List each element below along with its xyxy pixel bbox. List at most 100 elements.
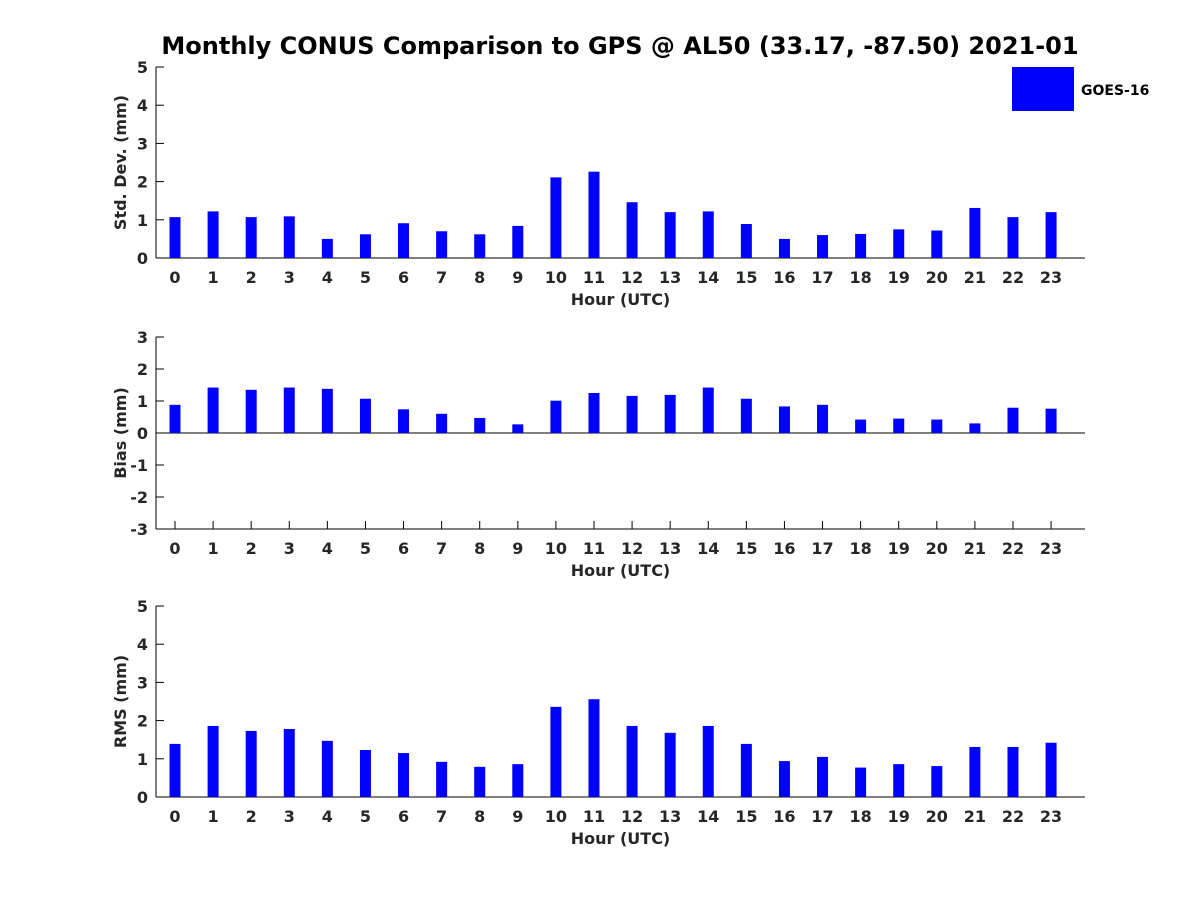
y-tick-label: 1 [137,392,148,411]
y-axis-label: Bias (mm) [111,387,130,479]
bar-hour-2 [245,217,257,258]
bar-hour-17 [817,235,829,258]
x-tick-label: 14 [697,539,719,558]
x-tick-label: 16 [773,807,795,826]
x-tick-label: 13 [659,807,681,826]
x-tick-label: 15 [735,539,757,558]
x-tick-label: 22 [1002,268,1024,287]
bar-hour-20 [931,419,943,433]
bar-hour-21 [969,746,981,797]
y-tick-label: 2 [137,712,148,731]
bar-hour-7 [436,761,448,797]
x-tick-label: 17 [811,268,833,287]
bar-hour-5 [359,750,371,797]
bar-hour-12 [626,725,638,797]
x-tick-label: 18 [849,268,871,287]
x-tick-label: 19 [888,539,910,558]
bar-hour-4 [321,388,333,433]
bar-hour-22 [1007,746,1019,797]
x-tick-label: 18 [849,807,871,826]
bar-hour-14 [702,725,714,797]
bar-hour-22 [1007,217,1019,258]
x-tick-label: 11 [583,268,605,287]
x-axis-label: Hour (UTC) [571,561,671,580]
bar-hour-4 [321,740,333,797]
x-tick-label: 23 [1040,807,1062,826]
x-tick-label: 3 [284,268,295,287]
y-tick-label: 1 [137,211,148,230]
bar-hour-20 [931,230,943,258]
bar-hour-18 [855,233,867,258]
bar-hour-21 [969,423,981,433]
bar-hour-19 [893,764,905,797]
legend: GOES-16 [1012,67,1149,111]
x-tick-label: 12 [621,807,643,826]
bar-hour-15 [740,398,752,433]
x-tick-label: 18 [849,539,871,558]
bar-hour-8 [474,417,486,433]
bar-hour-1 [207,211,219,258]
bar-hour-15 [740,743,752,797]
bar-hour-15 [740,224,752,258]
x-tick-label: 5 [360,807,371,826]
x-tick-label: 0 [169,807,180,826]
x-tick-label: 12 [621,268,643,287]
bar-hour-19 [893,418,905,433]
y-tick-label: 0 [137,424,148,443]
y-tick-label: 4 [137,635,148,654]
bar-hour-16 [778,406,790,433]
bar-hour-3 [283,216,295,258]
x-tick-label: 15 [735,268,757,287]
bar-hour-23 [1045,408,1057,433]
bar-hour-18 [855,419,867,433]
y-axis-label: Std. Dev. (mm) [111,95,130,230]
y-tick-label: 5 [137,58,148,77]
bar-hour-8 [474,234,486,258]
x-tick-label: 11 [583,807,605,826]
x-tick-label: 2 [246,539,257,558]
bar-hour-0 [169,404,181,433]
x-tick-label: 19 [888,807,910,826]
x-tick-label: 7 [436,539,447,558]
bar-hour-3 [283,387,295,433]
bar-hour-10 [550,400,562,433]
y-tick-label: -1 [130,456,148,475]
legend-swatch-goes-16 [1012,67,1074,111]
bar-hour-21 [969,207,981,258]
x-tick-label: 0 [169,539,180,558]
y-axis-label: RMS (mm) [111,655,130,748]
x-tick-label: 20 [926,807,948,826]
x-tick-label: 21 [964,807,986,826]
x-tick-label: 13 [659,539,681,558]
bar-hour-20 [931,766,943,797]
x-tick-label: 22 [1002,539,1024,558]
bar-hour-0 [169,217,181,258]
bar-hour-13 [664,394,676,433]
x-tick-label: 13 [659,268,681,287]
bar-hour-11 [588,699,600,797]
x-tick-label: 7 [436,268,447,287]
bar-hour-6 [398,753,410,797]
x-tick-label: 16 [773,539,795,558]
x-tick-label: 6 [398,539,409,558]
x-tick-label: 8 [474,807,485,826]
x-tick-label: 6 [398,268,409,287]
bar-hour-2 [245,389,257,433]
bar-hour-1 [207,725,219,797]
bar-hour-23 [1045,212,1057,258]
y-tick-label: 3 [137,134,148,153]
x-tick-label: 21 [964,539,986,558]
bar-hour-14 [702,387,714,433]
x-tick-label: 6 [398,807,409,826]
x-tick-label: 3 [284,807,295,826]
bar-hour-2 [245,730,257,797]
x-tick-label: 23 [1040,539,1062,558]
x-tick-label: 14 [697,807,719,826]
x-axis-label: Hour (UTC) [571,290,671,309]
bar-hour-7 [436,231,448,258]
x-tick-label: 20 [926,539,948,558]
